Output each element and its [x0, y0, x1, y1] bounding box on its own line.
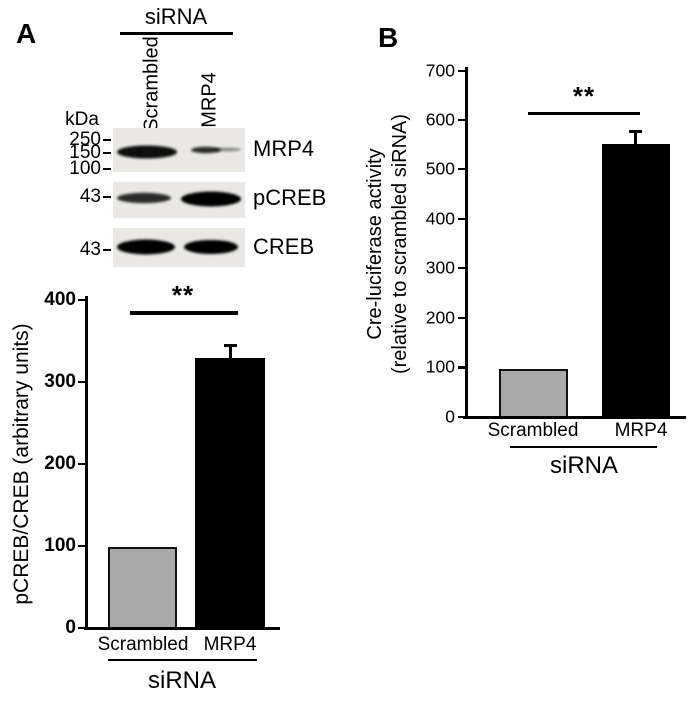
- panel-a-cat-mrp4: MRP4: [203, 634, 257, 655]
- panel-a-category-underline: [108, 658, 257, 661]
- panel-b-error-bar: [629, 130, 642, 144]
- panel-b-y-axis-title: Cre-luciferase activity (relative to scr…: [363, 114, 413, 374]
- panel-b-x-axis-title: siRNA: [549, 452, 619, 479]
- panel-b-ytick-500: 500: [425, 158, 455, 179]
- panel-a-tick: [78, 626, 86, 630]
- blot-box-pcreb: [113, 182, 245, 218]
- marker-dash: [103, 167, 111, 171]
- marker-43-pcreb: 43: [79, 186, 101, 207]
- pcreb-bands: [117, 191, 241, 207]
- panel-a-tick: [78, 544, 86, 548]
- panel-b-tick: [458, 266, 466, 270]
- panel-b-tick: [458, 217, 466, 221]
- blot-row-label-mrp4: MRP4: [253, 136, 315, 161]
- marker-250: 250: [69, 129, 101, 150]
- panel-b-ytick-0: 0: [445, 406, 455, 427]
- marker-150: 150: [69, 142, 101, 163]
- marker-dash: [103, 138, 111, 142]
- panel-b-ytick-400: 400: [425, 208, 455, 229]
- panel-a-tick: [78, 380, 86, 384]
- panel-b-y-axis-title-line1: Cre-luciferase activity: [364, 148, 386, 340]
- panel-a-tick: [78, 462, 86, 466]
- panel-b-x-axis: [463, 416, 686, 419]
- panel-b-ytick-200: 200: [425, 307, 455, 328]
- marker-43-creb: 43: [79, 239, 101, 260]
- panel-b-y-axis-title-line2: (relative to scrambled siRNA): [389, 113, 411, 375]
- panel-b-ytick-100: 100: [425, 356, 455, 377]
- panel-b-tick: [458, 69, 466, 73]
- panel-a-ytick-300: 300: [44, 371, 76, 392]
- panel-b-tick: [458, 167, 466, 171]
- marker-dash: [103, 248, 111, 252]
- panel-b-tick: [458, 316, 466, 320]
- panel-b-bar-scrambled: [499, 368, 568, 418]
- panel-a-error-bar: [224, 344, 237, 359]
- panel-b-tick: [458, 118, 466, 122]
- panel-a-x-axis: [84, 627, 280, 630]
- panel-b-tick: [458, 415, 466, 419]
- panel-a-ytick-0: 0: [65, 617, 76, 638]
- panel-a-bar-scrambled: [108, 547, 177, 629]
- marker-100: 100: [69, 158, 101, 179]
- panel-a-y-axis: [85, 296, 88, 629]
- panel-a-significance-line: [130, 311, 238, 315]
- blot-row-label-creb: CREB: [253, 234, 315, 259]
- blot-box-mrp4: [113, 128, 245, 172]
- panel-b-cat-mrp4: MRP4: [614, 420, 668, 441]
- panel-a-significance-stars: **: [171, 280, 195, 310]
- panel-b-ytick-600: 600: [425, 109, 455, 130]
- panel-b-cat-scrambled: Scrambled: [487, 420, 579, 441]
- blot-row-label-pcreb: pCREB: [253, 185, 327, 210]
- panel-a-x-axis-title: siRNA: [147, 667, 217, 694]
- panel-b-ytick-700: 700: [425, 60, 455, 81]
- mrp4-bands: [117, 145, 241, 159]
- panel-b-bar-mrp4: [602, 143, 670, 418]
- panel-a-ytick-400: 400: [44, 289, 76, 310]
- panel-a-cat-scrambled: Scrambled: [97, 634, 189, 655]
- panel-b-category-underline: [510, 445, 657, 448]
- marker-dash: [103, 151, 111, 155]
- panel-b-significance-stars: **: [572, 81, 596, 111]
- panel-b-y-axis: [465, 67, 468, 418]
- blot-lane-label-mrp4: MRP4: [198, 72, 221, 128]
- panel-a-bar-mrp4: [195, 358, 265, 629]
- panel-a-ytick-200: 200: [44, 453, 76, 474]
- panel-a-ytick-100: 100: [44, 535, 76, 556]
- blot-heading: siRNA: [144, 4, 208, 29]
- panel-a-label: A: [16, 18, 37, 49]
- panel-b-label: B: [378, 22, 399, 53]
- panel-a-tick: [78, 298, 86, 302]
- blot-lane-label-scrambled: Scrambled: [140, 36, 163, 132]
- blot-box-creb: [113, 228, 245, 267]
- marker-dash: [103, 195, 111, 199]
- panel-b-ytick-300: 300: [425, 257, 455, 278]
- blot-heading-underline: [120, 32, 233, 35]
- creb-bands: [117, 239, 238, 255]
- kda-label: kDa: [65, 109, 99, 130]
- panel-b-significance-line: [528, 112, 640, 115]
- panel-b-tick: [458, 366, 466, 369]
